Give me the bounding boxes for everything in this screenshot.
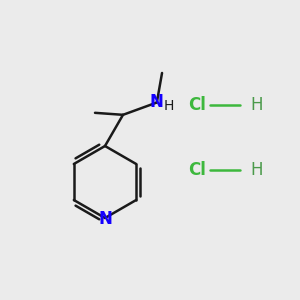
Text: H: H [250, 161, 262, 179]
Text: N: N [150, 92, 164, 110]
Text: Cl: Cl [188, 161, 206, 179]
Text: Cl: Cl [188, 96, 206, 114]
Text: H: H [250, 96, 262, 114]
Text: H: H [164, 98, 174, 112]
Text: N: N [98, 210, 112, 228]
